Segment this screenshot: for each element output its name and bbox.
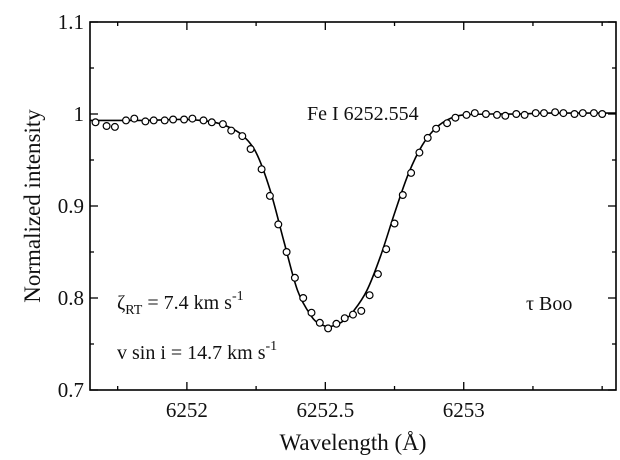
observed-point <box>160 116 169 125</box>
observed-point <box>340 314 349 323</box>
observed-point <box>589 109 598 118</box>
observed-point <box>470 109 479 118</box>
observed-point <box>559 109 568 118</box>
observed-point <box>265 191 274 200</box>
observed-point <box>570 109 579 118</box>
y-tick-label: 0.8 <box>58 286 84 310</box>
observed-point <box>390 219 399 228</box>
observed-point <box>299 294 308 303</box>
vsini-exponent: -1 <box>266 339 278 354</box>
observed-point <box>432 124 441 133</box>
y-tick-label: 0.9 <box>58 194 84 218</box>
observed-point <box>512 109 521 118</box>
observed-point <box>481 109 490 118</box>
y-tick-label: 1.1 <box>58 10 84 34</box>
tick-labels: 0.7 0.8 0.9 1 1.1 6252 6252.5 6253 <box>58 10 485 422</box>
observed-point <box>169 115 178 124</box>
observed-point <box>180 115 189 124</box>
observed-point <box>423 133 432 142</box>
observed-point <box>91 118 100 127</box>
observed-point <box>551 108 560 117</box>
observed-point <box>199 116 208 125</box>
observed-point <box>443 119 452 128</box>
observed-point <box>324 324 333 333</box>
observed-point <box>531 109 540 118</box>
observed-point <box>407 168 416 177</box>
observed-point <box>451 113 460 122</box>
line-id-annotation: Fe I 6252.554 <box>307 103 419 125</box>
observed-point <box>539 109 548 118</box>
observed-point <box>382 245 391 254</box>
observed-point <box>188 114 197 123</box>
y-tick-label: 0.7 <box>58 378 84 402</box>
observed-point <box>274 220 283 229</box>
zeta-value: = 7.4 km s <box>142 292 232 314</box>
observed-point <box>332 319 341 328</box>
star-annotation: τ Boo <box>526 293 572 315</box>
observed-point <box>121 116 130 125</box>
observed-point <box>462 110 471 119</box>
observed-point <box>282 248 291 257</box>
observed-point <box>207 118 216 127</box>
observed-point <box>357 306 366 315</box>
x-tick-label: 6252 <box>166 398 208 422</box>
vsini-annotation: v sin i = 14.7 km s-1 <box>117 339 277 364</box>
observed-point <box>365 291 374 300</box>
observed-point <box>598 109 607 118</box>
observed-point <box>520 110 529 119</box>
observed-point <box>373 270 382 279</box>
observed-point <box>149 116 158 125</box>
observed-point <box>246 145 255 154</box>
x-tick-label: 6253 <box>443 398 485 422</box>
y-axis-title: Normalized intensity <box>20 109 45 303</box>
zeta-exponent: -1 <box>232 289 244 304</box>
x-axis-title: Wavelength (Å) <box>280 430 427 455</box>
observed-point <box>415 148 424 157</box>
observed-point <box>493 110 502 119</box>
observed-point <box>130 114 139 123</box>
observed-point <box>141 117 150 126</box>
zeta-symbol: ζ <box>117 292 125 314</box>
observed-point <box>218 120 227 129</box>
y-tick-label: 1 <box>74 102 85 126</box>
plot-frame <box>89 21 617 391</box>
observed-points <box>91 108 607 333</box>
vsini-value: v sin i = 14.7 km s <box>117 342 266 364</box>
observed-point <box>290 273 299 282</box>
observed-point <box>102 121 111 130</box>
observed-point <box>578 109 587 118</box>
observed-point <box>238 132 247 141</box>
observed-point <box>110 122 119 131</box>
observed-point <box>307 308 316 317</box>
observed-point <box>315 318 324 327</box>
observed-point <box>257 165 266 174</box>
zeta-subscript: RT <box>125 303 142 318</box>
observed-point <box>227 126 236 135</box>
x-tick-label: 6252.5 <box>296 398 354 422</box>
zeta-annotation: ζRT = 7.4 km s-1 <box>117 289 244 318</box>
observed-point <box>349 310 358 319</box>
axis-ticks <box>90 21 616 391</box>
observed-point <box>501 111 510 120</box>
observed-point <box>398 191 407 200</box>
